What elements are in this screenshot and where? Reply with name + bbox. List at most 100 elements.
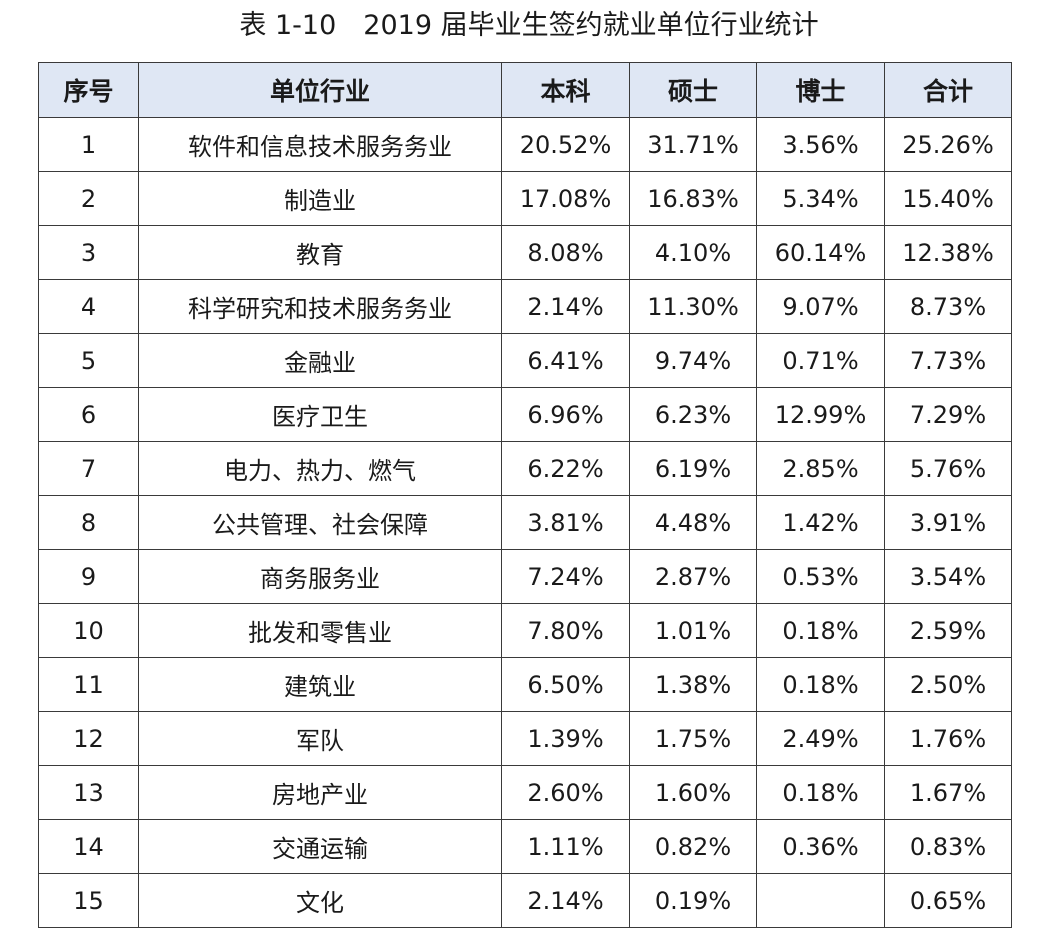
cell-master: 4.48% xyxy=(629,495,757,550)
cell-industry: 电力、热力、燃气 xyxy=(138,441,502,496)
cell-total: 7.29% xyxy=(884,387,1012,442)
table-row: 2 制造业 17.08% 16.83% 5.34% 15.40% xyxy=(38,171,1012,226)
cell-master: 0.19% xyxy=(629,873,757,928)
cell-doctor: 60.14% xyxy=(756,225,885,280)
cell-doctor: 5.34% xyxy=(756,171,885,226)
cell-industry: 交通运输 xyxy=(138,819,502,874)
cell-seq: 5 xyxy=(38,333,139,388)
cell-industry: 医疗卫生 xyxy=(138,387,502,442)
cell-bachelor: 2.14% xyxy=(501,279,630,334)
table-row: 5 金融业 6.41% 9.74% 0.71% 7.73% xyxy=(38,333,1012,388)
cell-seq: 3 xyxy=(38,225,139,280)
cell-seq: 10 xyxy=(38,603,139,658)
cell-bachelor: 20.52% xyxy=(501,117,630,172)
cell-seq: 11 xyxy=(38,657,139,712)
cell-doctor: 2.49% xyxy=(756,711,885,766)
table-row: 9 商务服务业 7.24% 2.87% 0.53% 3.54% xyxy=(38,549,1012,604)
cell-doctor: 12.99% xyxy=(756,387,885,442)
cell-industry: 商务服务业 xyxy=(138,549,502,604)
industry-stats-table: 序号 单位行业 本科 硕士 博士 合计 1 软件和信息技术服务务业 20.52%… xyxy=(38,62,1012,928)
cell-seq: 6 xyxy=(38,387,139,442)
cell-master: 11.30% xyxy=(629,279,757,334)
cell-total: 2.50% xyxy=(884,657,1012,712)
cell-bachelor: 7.80% xyxy=(501,603,630,658)
cell-industry: 软件和信息技术服务务业 xyxy=(138,117,502,172)
cell-total: 5.76% xyxy=(884,441,1012,496)
cell-doctor-empty-diagonal xyxy=(756,873,885,928)
cell-doctor: 0.53% xyxy=(756,549,885,604)
cell-doctor: 3.56% xyxy=(756,117,885,172)
cell-doctor: 0.36% xyxy=(756,819,885,874)
cell-doctor: 0.18% xyxy=(756,657,885,712)
cell-total: 8.73% xyxy=(884,279,1012,334)
cell-total: 0.65% xyxy=(884,873,1012,928)
cell-doctor: 0.71% xyxy=(756,333,885,388)
table-row: 13 房地产业 2.60% 1.60% 0.18% 1.67% xyxy=(38,765,1012,820)
cell-seq: 8 xyxy=(38,495,139,550)
cell-seq: 15 xyxy=(38,873,139,928)
table-row: 7 电力、热力、燃气 6.22% 6.19% 2.85% 5.76% xyxy=(38,441,1012,496)
cell-total: 3.54% xyxy=(884,549,1012,604)
cell-seq: 4 xyxy=(38,279,139,334)
cell-master: 1.01% xyxy=(629,603,757,658)
cell-total: 25.26% xyxy=(884,117,1012,172)
header-master: 硕士 xyxy=(629,62,757,118)
cell-doctor: 0.18% xyxy=(756,765,885,820)
header-industry: 单位行业 xyxy=(138,62,502,118)
cell-seq: 14 xyxy=(38,819,139,874)
table-row: 11 建筑业 6.50% 1.38% 0.18% 2.50% xyxy=(38,657,1012,712)
cell-seq: 7 xyxy=(38,441,139,496)
table-title: 表 1-10 2019 届毕业生签约就业单位行业统计 xyxy=(239,10,819,41)
cell-bachelor: 2.14% xyxy=(501,873,630,928)
cell-master: 1.60% xyxy=(629,765,757,820)
cell-doctor: 9.07% xyxy=(756,279,885,334)
cell-total: 1.67% xyxy=(884,765,1012,820)
table-row: 12 军队 1.39% 1.75% 2.49% 1.76% xyxy=(38,711,1012,766)
cell-bachelor: 7.24% xyxy=(501,549,630,604)
cell-master: 16.83% xyxy=(629,171,757,226)
cell-total: 7.73% xyxy=(884,333,1012,388)
cell-industry: 批发和零售业 xyxy=(138,603,502,658)
cell-bachelor: 6.50% xyxy=(501,657,630,712)
header-row: 序号 单位行业 本科 硕士 博士 合计 xyxy=(38,62,1012,118)
table-row: 8 公共管理、社会保障 3.81% 4.48% 1.42% 3.91% xyxy=(38,495,1012,550)
cell-bachelor: 6.22% xyxy=(501,441,630,496)
cell-master: 1.75% xyxy=(629,711,757,766)
table-row: 10 批发和零售业 7.80% 1.01% 0.18% 2.59% xyxy=(38,603,1012,658)
cell-industry: 军队 xyxy=(138,711,502,766)
cell-total: 15.40% xyxy=(884,171,1012,226)
cell-bachelor: 8.08% xyxy=(501,225,630,280)
header-doctor: 博士 xyxy=(756,62,885,118)
cell-total: 0.83% xyxy=(884,819,1012,874)
header-seq: 序号 xyxy=(38,62,139,118)
cell-master: 0.82% xyxy=(629,819,757,874)
cell-total: 12.38% xyxy=(884,225,1012,280)
table-row: 1 软件和信息技术服务务业 20.52% 31.71% 3.56% 25.26% xyxy=(38,117,1012,172)
cell-bachelor: 1.39% xyxy=(501,711,630,766)
cell-industry: 文化 xyxy=(138,873,502,928)
cell-master: 4.10% xyxy=(629,225,757,280)
cell-industry: 建筑业 xyxy=(138,657,502,712)
cell-bachelor: 2.60% xyxy=(501,765,630,820)
cell-seq: 2 xyxy=(38,171,139,226)
cell-total: 2.59% xyxy=(884,603,1012,658)
cell-industry: 公共管理、社会保障 xyxy=(138,495,502,550)
cell-master: 1.38% xyxy=(629,657,757,712)
cell-total: 1.76% xyxy=(884,711,1012,766)
cell-seq: 13 xyxy=(38,765,139,820)
table-row: 6 医疗卫生 6.96% 6.23% 12.99% 7.29% xyxy=(38,387,1012,442)
cell-bachelor: 3.81% xyxy=(501,495,630,550)
cell-bachelor: 6.96% xyxy=(501,387,630,442)
cell-doctor: 1.42% xyxy=(756,495,885,550)
cell-industry: 房地产业 xyxy=(138,765,502,820)
cell-master: 31.71% xyxy=(629,117,757,172)
cell-total: 3.91% xyxy=(884,495,1012,550)
cell-seq: 1 xyxy=(38,117,139,172)
cell-seq: 9 xyxy=(38,549,139,604)
cell-industry: 制造业 xyxy=(138,171,502,226)
cell-master: 6.19% xyxy=(629,441,757,496)
cell-industry: 教育 xyxy=(138,225,502,280)
cell-bachelor: 6.41% xyxy=(501,333,630,388)
cell-doctor: 0.18% xyxy=(756,603,885,658)
table-row: 14 交通运输 1.11% 0.82% 0.36% 0.83% xyxy=(38,819,1012,874)
